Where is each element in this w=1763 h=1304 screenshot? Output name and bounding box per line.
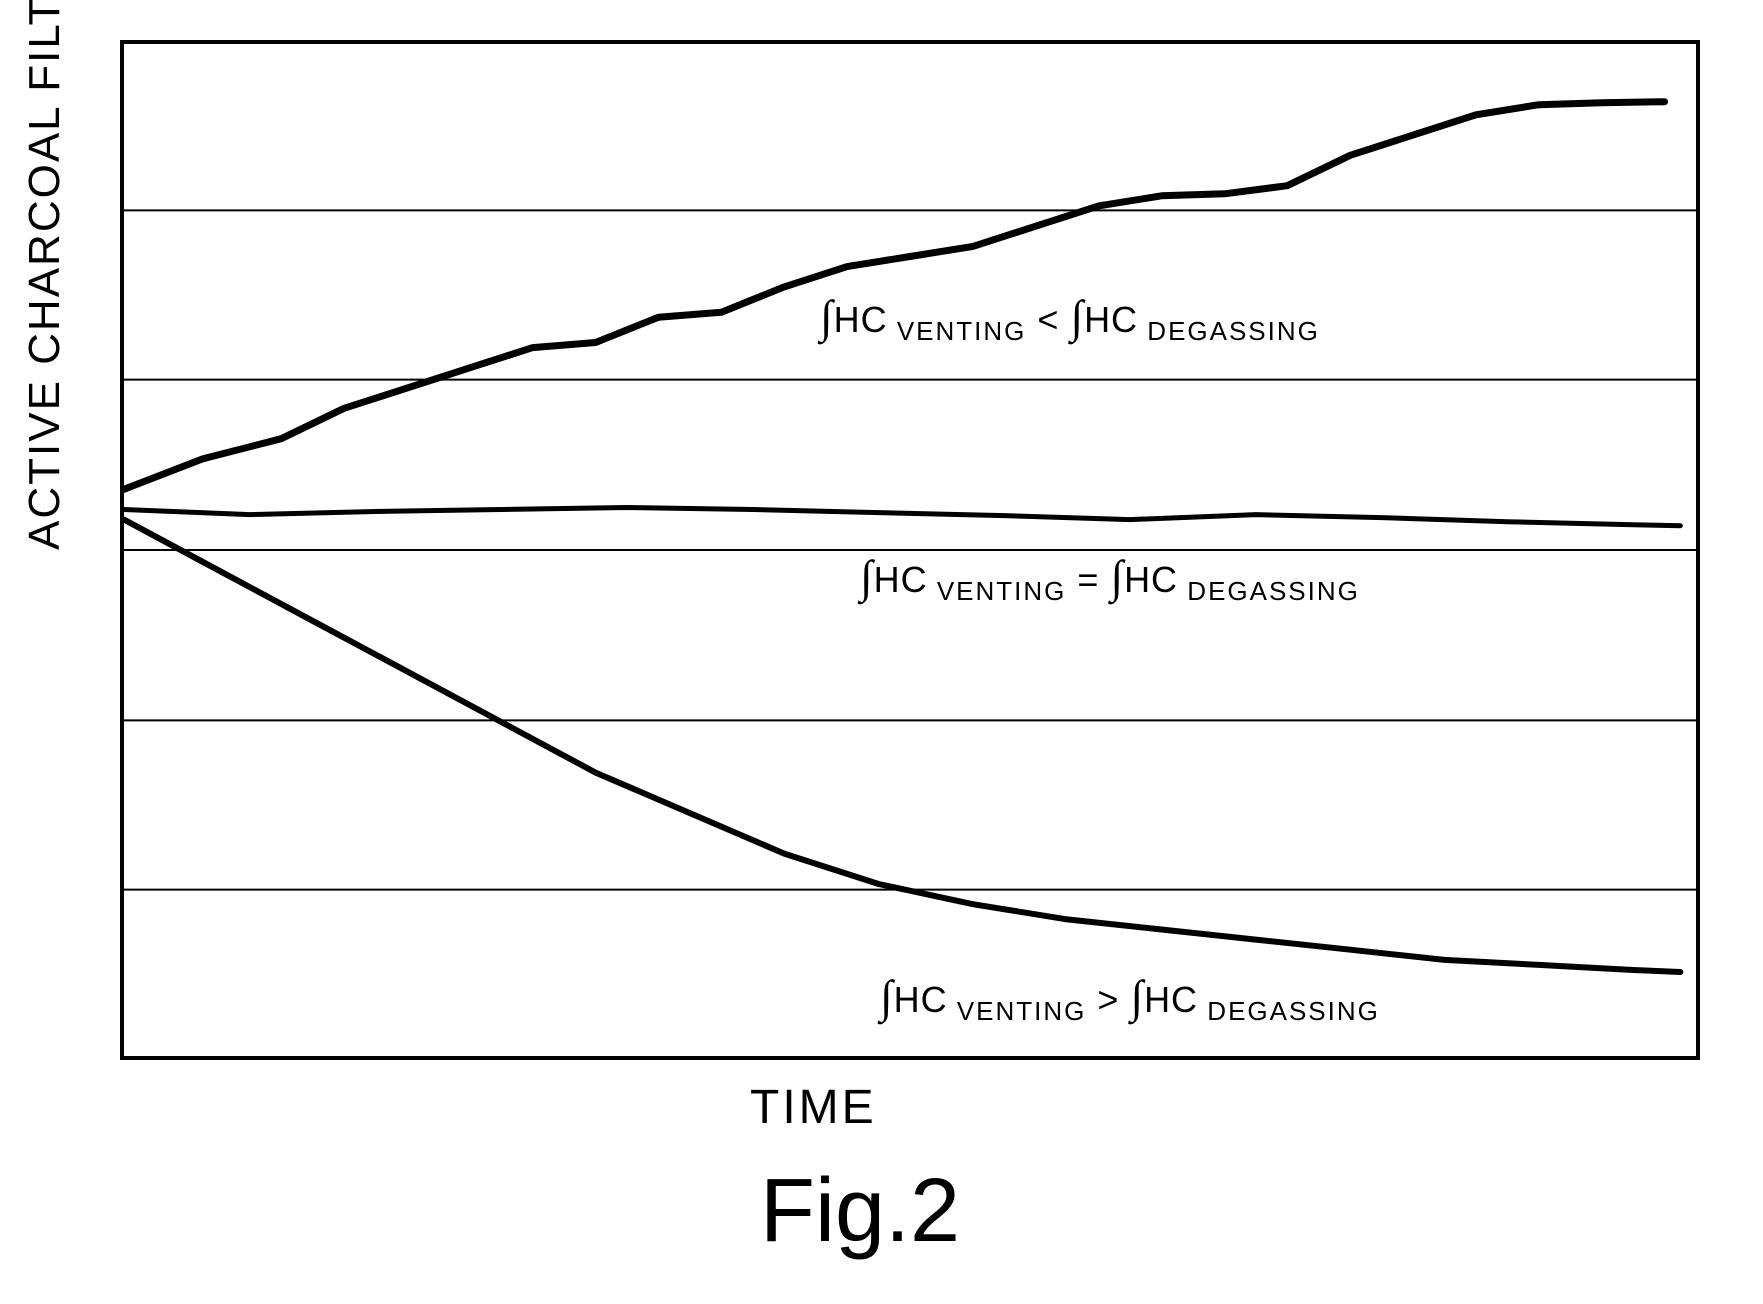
annotation-upper: ∫HC VENTING < ∫HC DEGASSING xyxy=(820,290,1320,347)
subscript-venting: VENTING xyxy=(948,996,1087,1026)
x-axis-label-text: TIME xyxy=(750,1081,877,1134)
integral-symbol: ∫ xyxy=(1110,551,1124,602)
integral-symbol: ∫ xyxy=(880,971,894,1022)
integral-symbol: ∫ xyxy=(1070,291,1084,342)
integral-symbol: ∫ xyxy=(820,291,834,342)
chart-area: ∫HC VENTING < ∫HC DEGASSING ∫HC VENTING … xyxy=(120,40,1700,1060)
annotation-middle: ∫HC VENTING = ∫HC DEGASSING xyxy=(860,550,1360,607)
integral-symbol: ∫ xyxy=(1130,971,1144,1022)
x-axis-label: TIME xyxy=(750,1080,877,1135)
subscript-venting: VENTING xyxy=(928,576,1067,606)
relation-eq: = xyxy=(1077,559,1110,600)
subscript-degassing: DEGASSING xyxy=(1198,996,1380,1026)
subscript-venting: VENTING xyxy=(888,316,1027,346)
figure-caption: Fig.2 xyxy=(760,1160,960,1263)
y-axis-label-text: ACTIVE CHARCOAL FILTER - LOADING xyxy=(20,0,69,550)
subscript-degassing: DEGASSING xyxy=(1178,576,1360,606)
relation-gt: > xyxy=(1097,979,1130,1020)
figure-caption-text: Fig.2 xyxy=(760,1161,960,1261)
integral-symbol: ∫ xyxy=(860,551,874,602)
relation-lt: < xyxy=(1037,299,1070,340)
annotation-lower: ∫HC VENTING > ∫HC DEGASSING xyxy=(880,970,1380,1027)
subscript-degassing: DEGASSING xyxy=(1138,316,1320,346)
y-axis-label: ACTIVE CHARCOAL FILTER - LOADING xyxy=(20,0,70,550)
